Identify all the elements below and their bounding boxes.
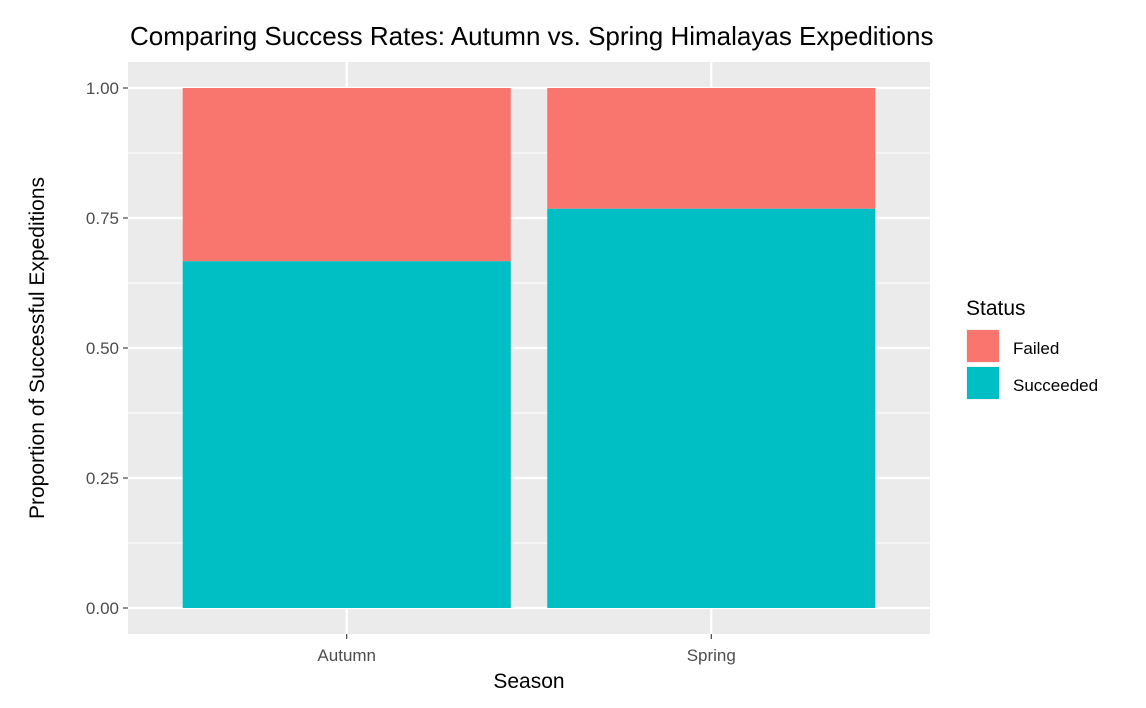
bar-spring-failed — [547, 88, 876, 209]
legend-swatch-failed — [967, 330, 999, 362]
y-tick-label: 0.75 — [86, 209, 119, 228]
bar-spring-succeeded — [547, 208, 876, 608]
x-tick-label-autumn: Autumn — [317, 646, 376, 665]
legend: Status Failed Succeeded — [966, 297, 1098, 400]
y-axis-title: Proportion of Successful Expeditions — [26, 177, 49, 519]
x-axis-title: Season — [493, 670, 564, 693]
y-axis: 0.00 0.25 0.50 0.75 1.00 — [86, 79, 128, 618]
legend-swatch-succeeded — [967, 367, 999, 399]
y-tick-label: 0.25 — [86, 469, 119, 488]
y-tick-label: 1.00 — [86, 79, 119, 98]
legend-label-failed: Failed — [1013, 339, 1059, 358]
x-axis: Autumn Spring — [317, 634, 736, 665]
bars — [182, 88, 876, 608]
legend-title: Status — [966, 297, 1026, 320]
chart-title: Comparing Success Rates: Autumn vs. Spri… — [130, 21, 933, 51]
y-tick-label: 0.00 — [86, 599, 119, 618]
legend-label-succeeded: Succeeded — [1013, 376, 1098, 395]
bar-autumn-succeeded — [182, 261, 511, 608]
x-tick-label-spring: Spring — [687, 646, 736, 665]
y-tick-label: 0.50 — [86, 339, 119, 358]
bar-autumn-failed — [182, 88, 511, 262]
